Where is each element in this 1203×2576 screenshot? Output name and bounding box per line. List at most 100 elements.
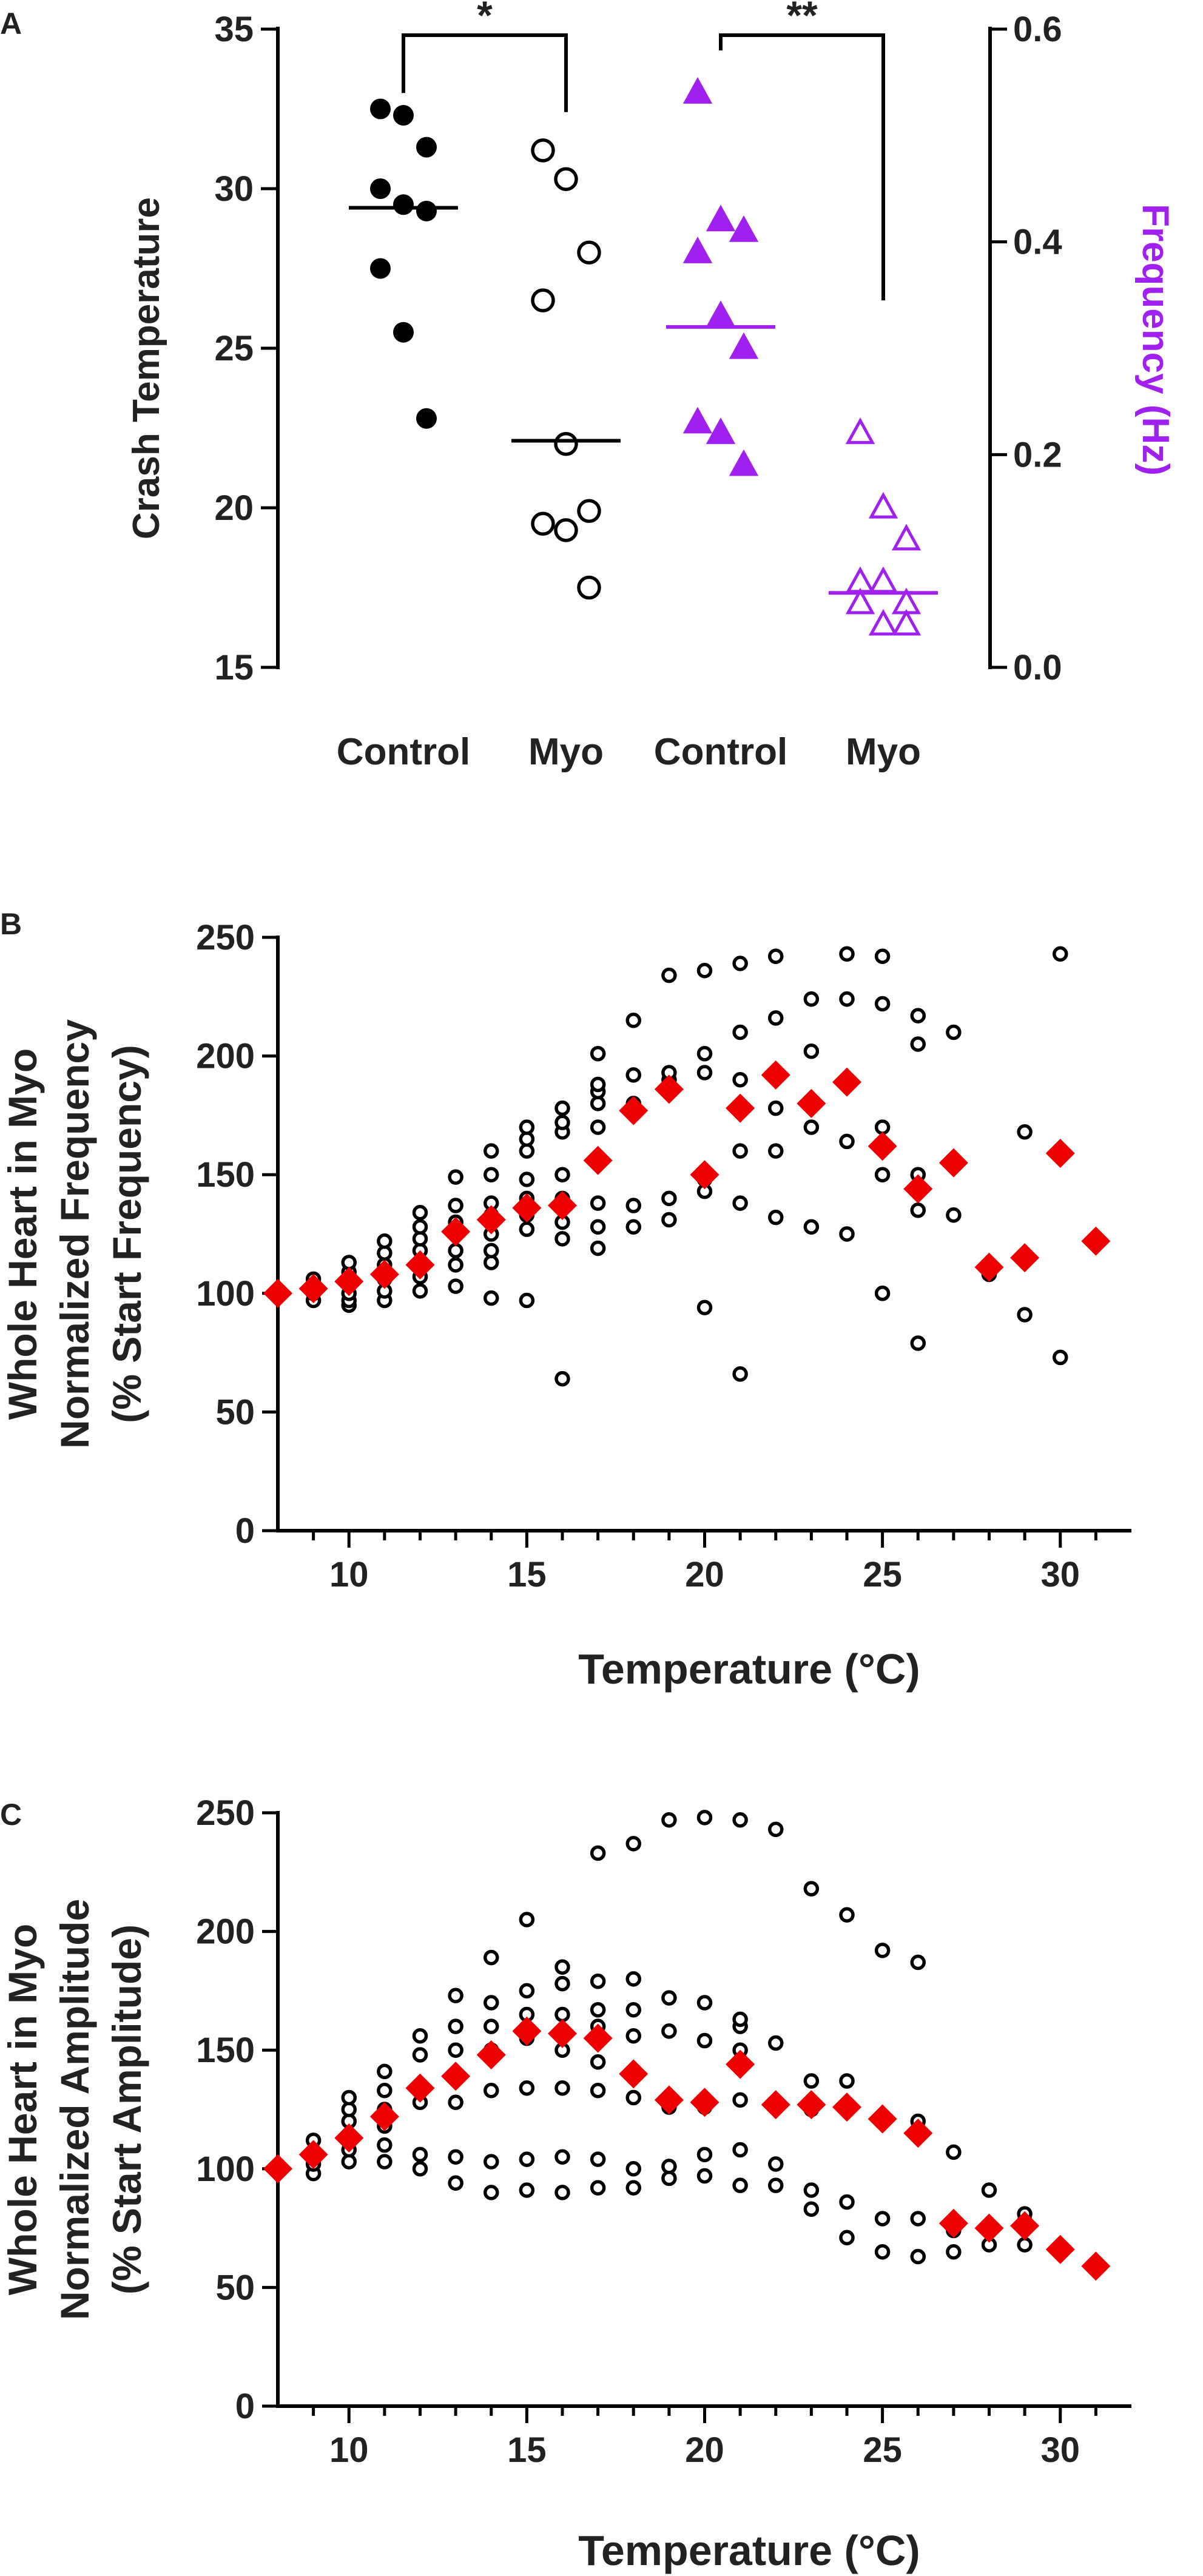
panel-a-control-point	[370, 258, 391, 279]
panel-b-mean-point	[903, 1174, 933, 1204]
panel-a-significance-label: *	[477, 0, 493, 38]
panel-a-y2-tick-label: 0.2	[1013, 435, 1062, 474]
panel-c-individual-point	[803, 2182, 820, 2198]
panel-c-individual-point	[696, 1810, 713, 1826]
panel-b-individual-point	[910, 1008, 926, 1023]
panel-b-individual-point	[412, 1205, 428, 1221]
panel-c-individual-point	[732, 2011, 748, 2028]
panel-b-individual-point	[590, 1045, 606, 1062]
panel-b-individual-point	[590, 1240, 606, 1256]
panel-c-individual-point	[946, 2244, 962, 2260]
panel-b-individual-point	[732, 1071, 748, 1088]
panel-c-individual-point	[981, 2182, 997, 2198]
panel-c-individual-point	[768, 2177, 784, 2193]
panel-b-individual-point	[696, 963, 713, 979]
panel-c-individual-point	[484, 2018, 499, 2034]
panel-a-control-point	[393, 322, 414, 343]
panel-a-control-point	[416, 200, 437, 221]
panel-a-y2-tick-label: 0.4	[1013, 223, 1062, 262]
panel-b-individual-point	[1017, 1124, 1033, 1140]
panel-c-chart: Whole Heart in Myo Normalized Amplitude …	[0, 1793, 1131, 2574]
panel-a-control-point	[370, 178, 391, 199]
panel-c-individual-point	[803, 1881, 820, 1897]
panel-c-individual-point	[377, 2137, 393, 2153]
panel-b-mean-point	[1081, 1226, 1111, 1256]
panel-b-individual-point	[448, 1257, 463, 1273]
panel-c-individual-point	[412, 2146, 428, 2163]
panel-a-category-label: Control	[654, 731, 787, 773]
panel-b-mean-point	[938, 1148, 968, 1178]
panel-c-individual-point	[554, 2185, 570, 2200]
panel-c-y-axis-label-line-2: Normalized Amplitude	[52, 1899, 97, 2320]
panel-c-y-tick-label: 200	[196, 1912, 255, 1952]
panel-c-individual-point	[768, 2156, 784, 2172]
panel-a-chart: Crash Temperature Frequency (Hz) 15 20 25 3…	[126, 0, 1176, 773]
panel-b-mean-point	[797, 1088, 826, 1118]
panel-b-x-tick-label: 30	[1040, 1555, 1080, 1594]
panel-b-y-tick-label: 50	[215, 1392, 255, 1432]
panel-b-individual-point	[874, 1167, 891, 1182]
panel-b-individual-point	[484, 1167, 499, 1182]
panel-b-individual-point	[554, 1114, 570, 1130]
panel-c-mean-point	[832, 2092, 861, 2122]
panel-b-mean-point	[690, 1160, 719, 1190]
panel-c-mean-point	[619, 2059, 649, 2089]
panel-b-individual-point	[661, 1190, 677, 1207]
panel-a-y2-tick-label: 0.0	[1013, 648, 1062, 687]
panel-b-mean-point	[369, 1259, 399, 1289]
panel-b-mean-point	[868, 1131, 897, 1161]
panel-a-y-tick-label: 15	[214, 648, 254, 687]
panel-b-x-tick-label: 15	[507, 1555, 547, 1594]
panel-c-mean-point	[868, 2104, 897, 2134]
panel-b-x-tick-label: 25	[863, 1555, 902, 1594]
panel-a-significance-label: **	[786, 0, 818, 38]
panel-b-individual-point	[590, 1076, 606, 1093]
panel-b-mean-point	[654, 1074, 684, 1104]
panel-b-individual-point	[732, 1024, 748, 1040]
panel-b-individual-point	[448, 1242, 463, 1259]
panel-c-individual-point	[484, 1949, 499, 1966]
panel-b-individual-point	[696, 1045, 713, 1062]
panel-c-individual-point	[661, 1990, 677, 2006]
panel-c-mean-point	[1010, 2211, 1040, 2241]
panel-c-individual-point	[625, 1836, 641, 1852]
panel-c-mean-point	[726, 2049, 755, 2079]
panel-c-individual-point	[484, 2082, 499, 2099]
panel-b-y-tick-label: 100	[196, 1274, 255, 1313]
panel-a-myo-point	[531, 288, 555, 312]
panel-b-mean-point	[548, 1191, 577, 1221]
panel-c-individual-point	[839, 2073, 855, 2089]
panel-c-individual-point	[839, 1907, 855, 1923]
panel-c-individual-point	[732, 2177, 748, 2193]
panel-a-letter: A	[0, 7, 22, 41]
panel-b-individual-point	[874, 1286, 891, 1301]
panel-c-individual-point	[519, 2151, 535, 2167]
panel-b-individual-point	[625, 1067, 641, 1083]
panel-c-individual-point	[696, 1995, 713, 2011]
panel-b-individual-point	[768, 1100, 784, 1116]
panel-b-chart: Whole Heart in Myo Normalized Frequency …	[0, 918, 1131, 1693]
panel-c-individual-point	[696, 2168, 713, 2184]
panel-a-myo-frequency-point	[891, 524, 922, 551]
panel-b-individual-point	[484, 1290, 499, 1306]
panel-a-myo-point	[531, 511, 555, 536]
panel-c-individual-point	[590, 2151, 606, 2167]
panel-c-individual-point	[554, 2006, 570, 2023]
panel-a-myo-frequency-point	[868, 491, 898, 519]
panel-b-individual-point	[803, 1219, 820, 1235]
panel-a-control-frequency-point	[729, 332, 759, 359]
panel-c-x-tick-label: 15	[507, 2430, 547, 2470]
panel-a-control-frequency-point	[682, 77, 713, 104]
panel-c-individual-point	[377, 2063, 393, 2080]
panel-b-individual-point	[341, 1255, 357, 1270]
panel-c-x-tick-label: 10	[329, 2430, 369, 2470]
panel-b-individual-point	[661, 967, 677, 983]
panel-c-individual-point	[590, 1845, 606, 1861]
panel-a-y2-axis-label: Frequency (Hz)	[1134, 204, 1176, 476]
panel-c-mean-point	[548, 2018, 577, 2048]
panel-b-individual-point	[554, 1371, 570, 1387]
panel-b-individual-point	[839, 991, 855, 1007]
panel-c-individual-point	[625, 2028, 641, 2044]
panel-b-mean-point	[1010, 1243, 1040, 1273]
